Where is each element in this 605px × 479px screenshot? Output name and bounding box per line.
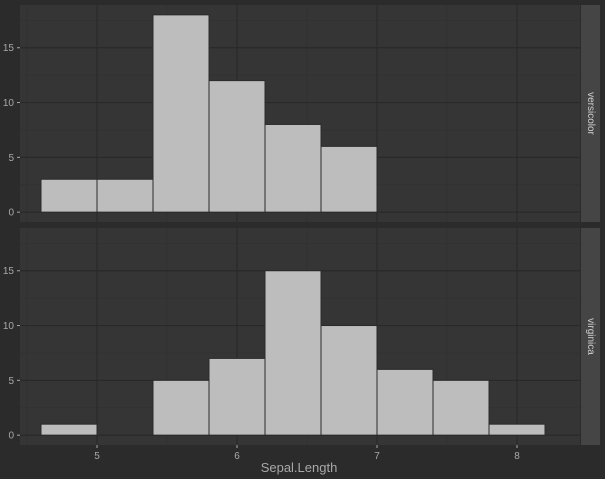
y-tick-label: 10	[3, 321, 15, 332]
x-tick-label: 5	[94, 451, 100, 462]
y-tick-label: 10	[3, 98, 15, 109]
histogram-bar	[432, 379, 490, 436]
x-tick-label: 6	[234, 451, 240, 462]
y-tick-label: 0	[8, 208, 14, 219]
x-tick-label: 7	[374, 451, 380, 462]
histogram-bar	[40, 178, 98, 213]
facet-strip-label: versicolor	[585, 92, 596, 135]
x-axis: 5 6 7 8	[94, 445, 520, 462]
facet-strip-label: virginica	[585, 318, 596, 355]
histogram-bar	[208, 80, 266, 213]
histogram-bar	[264, 123, 322, 213]
y-tick-label: 5	[8, 376, 14, 387]
y-tick-label: 15	[3, 266, 15, 277]
facet-panel-versicolor: 0 5 10 15 versicolor	[3, 5, 600, 222]
histogram-bar	[40, 423, 98, 436]
histogram-bar	[96, 178, 154, 213]
histogram-bar	[208, 357, 266, 436]
facet-strip	[581, 228, 600, 445]
histogram-bar	[152, 14, 210, 213]
histogram-bar	[152, 379, 210, 436]
histogram-bar	[320, 325, 378, 436]
x-axis-title: Sepal.Length	[261, 460, 338, 475]
histogram-bar	[320, 145, 378, 213]
histogram-bar	[264, 270, 322, 436]
y-tick-label: 0	[8, 431, 14, 442]
histogram-bar	[376, 368, 434, 436]
facet-panel-virginica: 0 5 10 15 virginica	[3, 228, 600, 445]
histogram-bar	[488, 423, 546, 436]
y-tick-label: 5	[8, 153, 14, 164]
y-tick-label: 15	[3, 43, 15, 54]
facet-strip	[581, 5, 600, 222]
x-tick-label: 8	[514, 451, 520, 462]
